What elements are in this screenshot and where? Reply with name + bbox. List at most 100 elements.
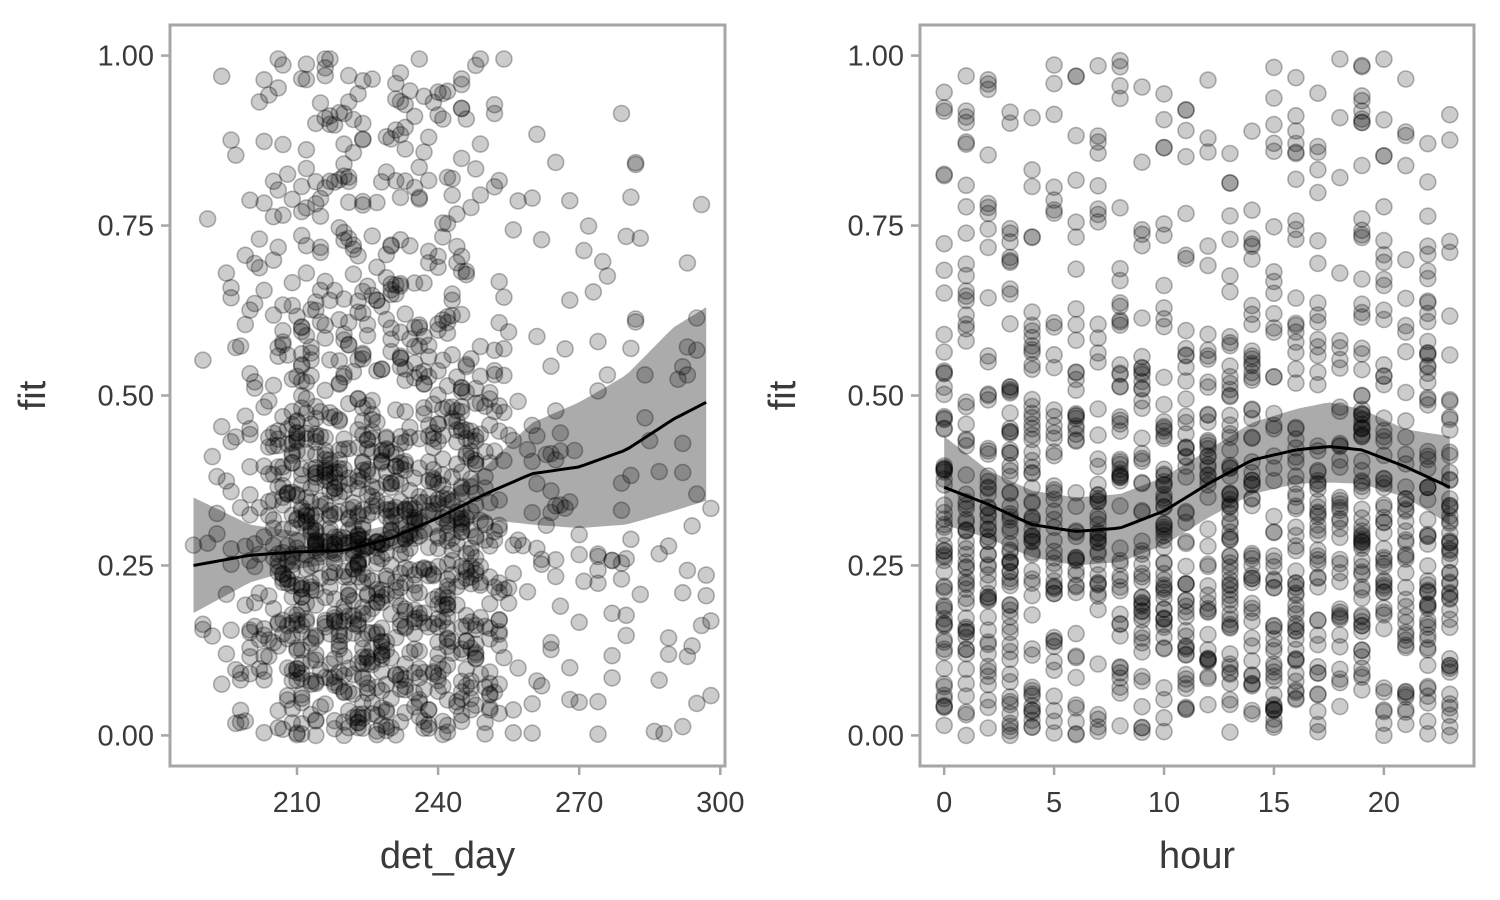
data-point	[1177, 346, 1195, 365]
data-point	[405, 318, 424, 337]
data-point	[325, 563, 344, 582]
data-point	[626, 155, 645, 174]
data-point	[1419, 134, 1437, 153]
data-point	[377, 245, 396, 264]
data-point	[349, 527, 367, 546]
data-point	[1353, 386, 1371, 405]
data-point	[1375, 557, 1393, 576]
data-point	[1243, 544, 1261, 563]
data-point	[410, 693, 429, 712]
data-point	[433, 586, 452, 605]
data-point	[565, 441, 584, 460]
data-point	[429, 83, 447, 101]
data-point	[241, 485, 259, 504]
data-point	[476, 442, 494, 461]
data-point	[476, 531, 494, 549]
data-point	[372, 581, 391, 599]
data-point	[344, 265, 363, 284]
y-tick-label: 1.00	[848, 41, 904, 73]
data-point	[325, 468, 344, 487]
data-point	[391, 347, 410, 366]
data-point	[560, 493, 579, 511]
data-point	[433, 351, 452, 370]
data-point	[523, 189, 542, 207]
data-point	[448, 421, 466, 439]
data-point	[1023, 177, 1041, 196]
data-point	[1375, 198, 1393, 216]
data-point	[1441, 590, 1459, 608]
data-point	[438, 716, 457, 735]
x-axis-title-det-day: det_day	[380, 835, 515, 877]
data-point	[274, 496, 292, 514]
data-point	[321, 524, 339, 542]
data-point	[692, 616, 711, 635]
data-point	[382, 648, 400, 667]
data-point	[1419, 173, 1437, 191]
data-point	[410, 604, 429, 623]
scatter-points-det-day	[184, 50, 720, 745]
data-point	[1001, 103, 1019, 121]
data-point	[957, 266, 976, 285]
data-point	[1089, 144, 1107, 162]
data-point	[589, 382, 607, 400]
x-tick-label: 300	[696, 787, 744, 819]
data-point	[626, 153, 645, 172]
data-point	[358, 623, 377, 642]
data-point	[391, 611, 410, 630]
data-point	[363, 639, 382, 658]
data-point	[330, 487, 349, 505]
data-point	[1199, 237, 1217, 255]
data-point	[335, 223, 353, 242]
data-point	[396, 305, 415, 323]
data-point	[678, 647, 697, 666]
data-point	[292, 501, 311, 520]
data-point	[1045, 358, 1063, 377]
data-point	[358, 585, 377, 603]
data-point	[274, 625, 292, 643]
data-point	[1441, 564, 1459, 582]
data-point	[419, 618, 438, 636]
data-point	[419, 242, 438, 261]
data-point	[292, 616, 311, 635]
data-point	[466, 696, 485, 715]
data-point	[518, 440, 537, 459]
data-point	[1199, 537, 1217, 556]
data-point	[935, 633, 954, 651]
data-point	[570, 545, 589, 564]
data-point	[1353, 509, 1371, 527]
data-point	[490, 313, 509, 332]
data-point	[495, 648, 513, 667]
data-point	[274, 321, 292, 340]
data-point	[250, 93, 269, 111]
data-point	[471, 337, 490, 356]
data-point	[1287, 650, 1305, 669]
data-point	[396, 452, 415, 471]
x-tick-label: 15	[1258, 787, 1290, 819]
data-point	[302, 367, 320, 385]
data-point	[321, 519, 339, 538]
x-tick-label: 20	[1368, 787, 1400, 819]
data-point	[401, 82, 419, 100]
data-point	[1353, 345, 1371, 363]
data-point	[405, 640, 424, 659]
data-point	[683, 517, 701, 535]
data-point	[1309, 363, 1327, 382]
data-point	[386, 665, 405, 684]
y-tick-label: 0.25	[98, 550, 154, 582]
data-point	[1441, 105, 1459, 124]
data-point	[485, 178, 504, 196]
data-point	[1133, 380, 1151, 399]
data-point	[292, 714, 311, 733]
data-point	[330, 626, 349, 645]
data-point	[405, 337, 424, 356]
data-point	[443, 529, 462, 548]
data-point	[349, 713, 367, 732]
data-point	[316, 59, 335, 77]
data-point	[546, 450, 565, 469]
data-point	[1155, 138, 1173, 157]
data-point	[321, 291, 339, 310]
data-point	[1331, 550, 1349, 569]
data-point	[589, 547, 607, 566]
data-point	[382, 275, 400, 294]
data-point	[438, 324, 457, 343]
